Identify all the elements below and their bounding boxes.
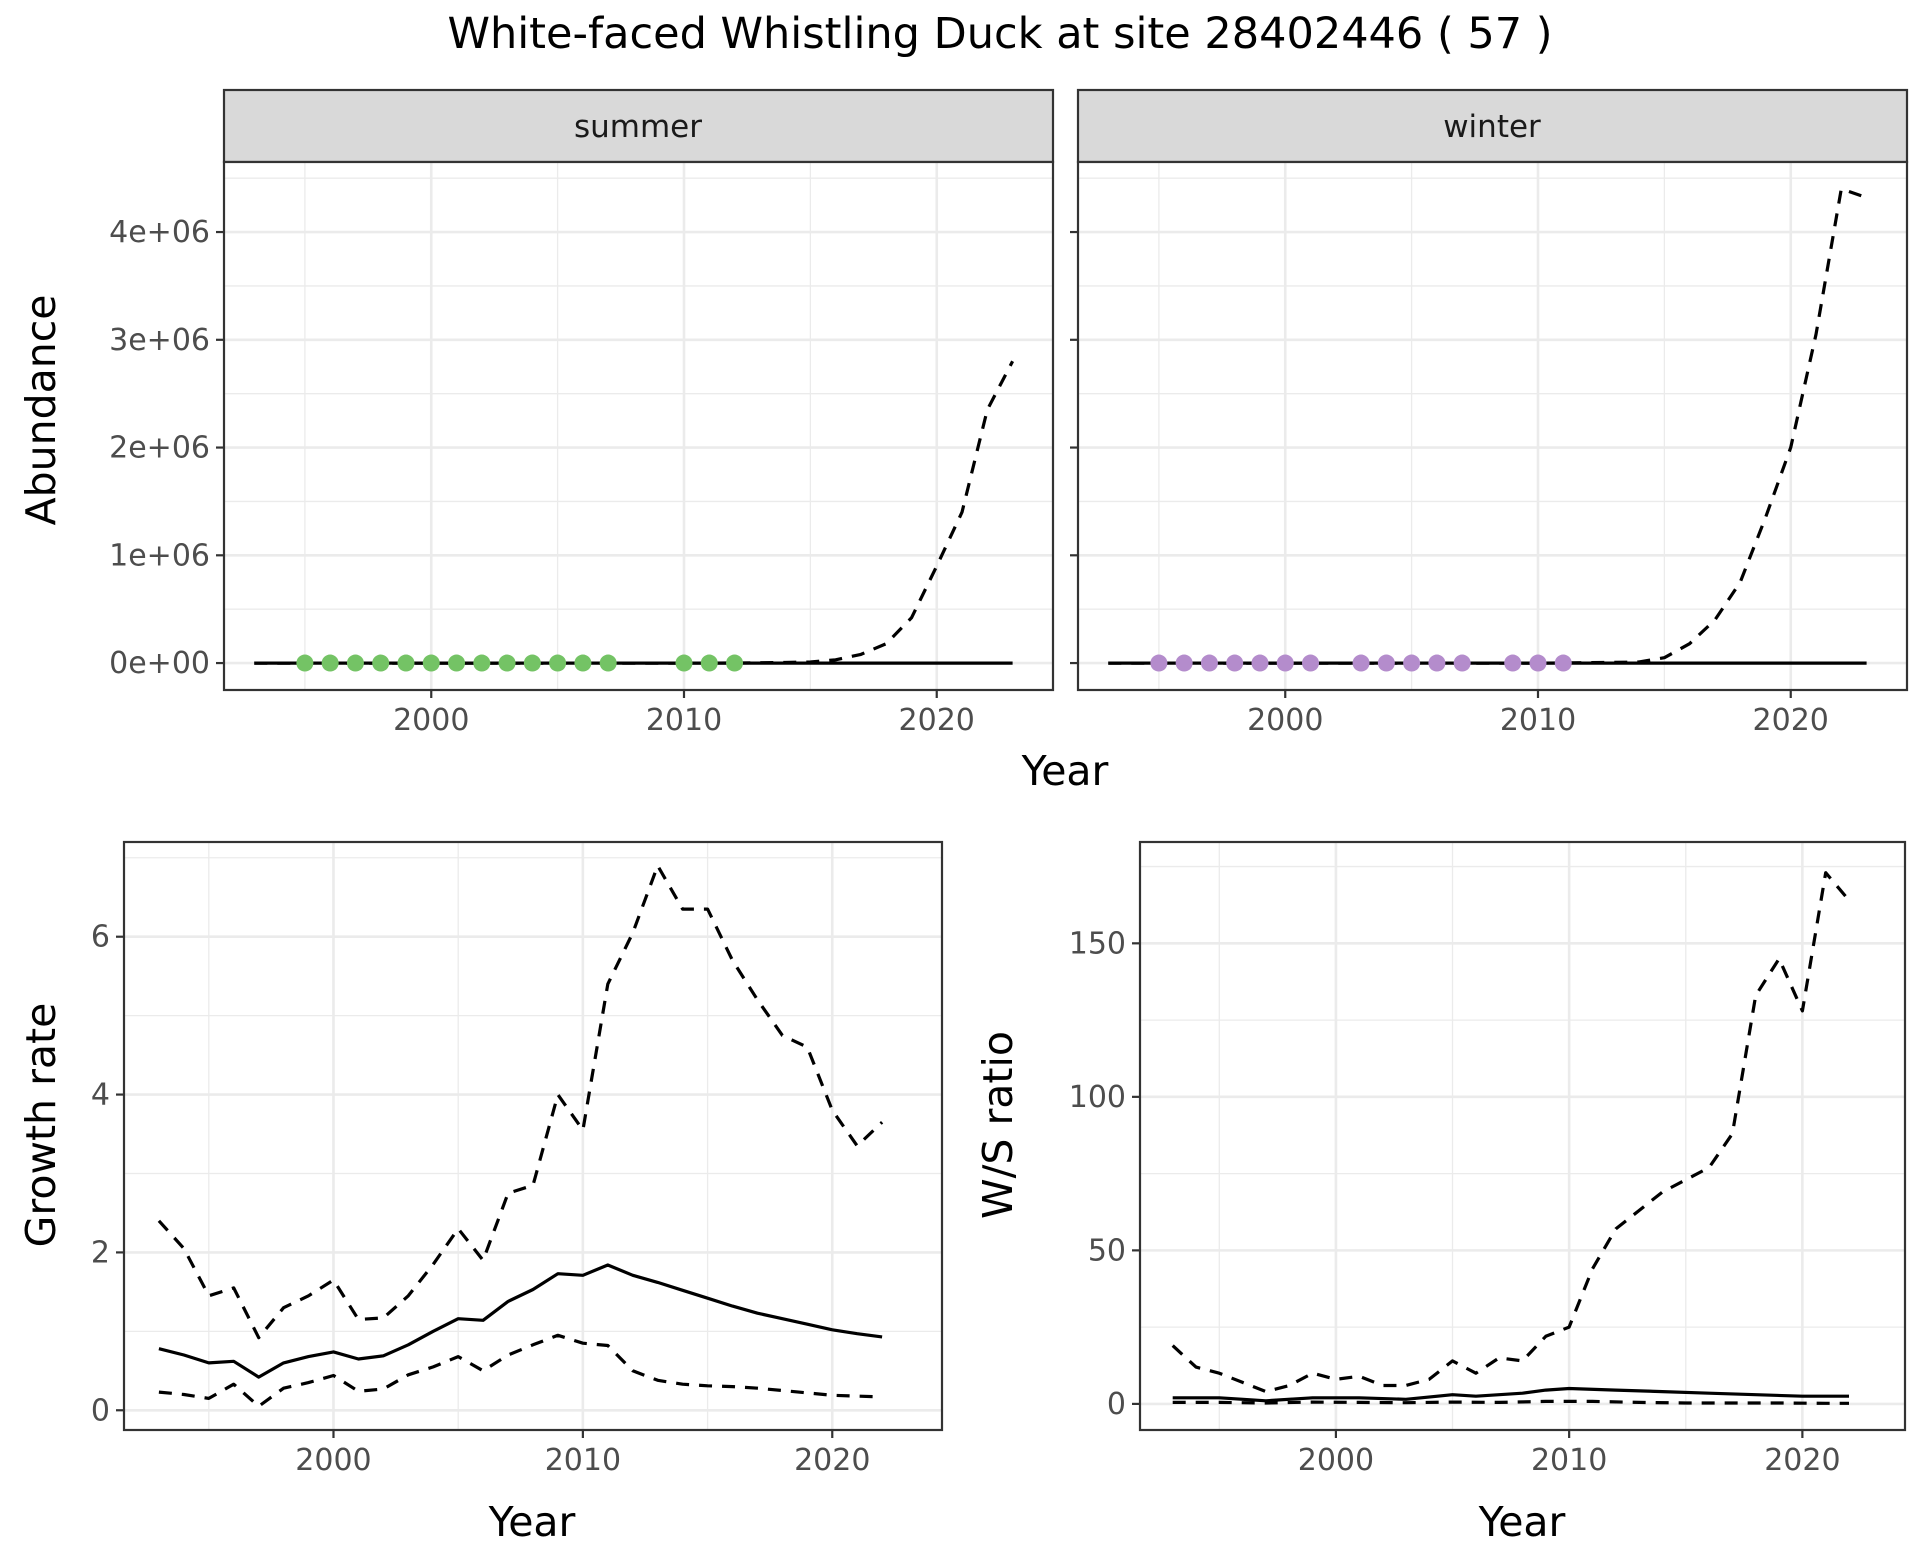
summer-panel-border [222, 160, 1055, 692]
winter-panel: winter 2000 2010 2020 [1070, 88, 1909, 738]
summer-observation-point [448, 654, 466, 672]
figure-title: White-faced Whistling Duck at site 28402… [447, 9, 1552, 59]
summer-strip [222, 88, 1055, 164]
winter-observation-point [1554, 654, 1572, 672]
top-y-axis-title: Abundance [17, 295, 65, 526]
summer-y-tick-label: 1e+06 [109, 538, 210, 573]
ratio-x-tick-label: 2000 [1298, 1443, 1374, 1478]
winter-observation-point [1302, 654, 1320, 672]
summer-strip-label: summer [574, 109, 702, 145]
growth-rate-panel: 2000 2010 2020 0 2 4 6 Year Growth rate [17, 840, 944, 1546]
growth-y-axis-title: Growth rate [17, 1003, 65, 1248]
winter-observation-point [1504, 654, 1522, 672]
summer-y-tick-label: 0e+00 [109, 646, 210, 681]
summer-y-tick-label: 4e+06 [109, 215, 210, 250]
winter-panel-border [1076, 160, 1909, 692]
growth-x-tick-label: 2010 [545, 1443, 621, 1478]
ratio-plot-area: 2000 2010 2020 0 50 100 150 [1069, 840, 1907, 1478]
growth-series-2-dashed-line [158, 1333, 883, 1408]
winter-observation-point [1453, 654, 1471, 672]
winter-observation-point [1377, 654, 1395, 672]
growth-y-tick-label: 2 [91, 1235, 110, 1270]
growth-series-0-solid-line [158, 1263, 883, 1379]
summer-observation-point [473, 654, 491, 672]
summer-x-tick-label: 2010 [646, 703, 722, 738]
growth-background [124, 842, 942, 1430]
winter-observation-point [1403, 654, 1421, 672]
summer-observation-point [422, 654, 440, 672]
growth-panel-border [122, 840, 944, 1432]
winter-strip [1076, 88, 1909, 164]
winter-observation-point [1175, 654, 1193, 672]
summer-observation-point [726, 654, 744, 672]
winter-observation-point [1226, 654, 1244, 672]
ratio-y-tick-label: 50 [1088, 1233, 1126, 1268]
winter-observation-point [1150, 654, 1168, 672]
growth-y-tick-label: 6 [91, 920, 110, 955]
winter-observation-point [1428, 654, 1446, 672]
summer-observation-point [574, 654, 592, 672]
ratio-series-2-dashed-line [1172, 1399, 1849, 1405]
growth-plot-area: 2000 2010 2020 0 2 4 6 [91, 840, 944, 1478]
summer-observation-point [372, 654, 390, 672]
summer-panel: summer 2000 2010 2020 0e+00 1e+06 2e+06 3e+06 4… [109, 88, 1055, 738]
summer-observation-point [523, 654, 541, 672]
winter-background [1078, 162, 1907, 690]
summer-observation-point [498, 654, 516, 672]
growth-x-axis-title: Year [488, 1498, 576, 1546]
ratio-y-tick-label: 100 [1069, 1080, 1126, 1115]
ratio-y-tick-label: 0 [1107, 1387, 1126, 1422]
ratio-panel-border [1138, 840, 1907, 1432]
summer-x-tick-label: 2000 [393, 703, 469, 738]
winter-observation-point [1352, 654, 1370, 672]
summer-observation-point [675, 654, 693, 672]
ratio-series-1-dashed-line [1171, 871, 1851, 1394]
winter-observation-point [1200, 654, 1218, 672]
top-x-axis-title: Year [1021, 747, 1109, 795]
summer-observation-point [397, 654, 415, 672]
summer-plot-area: 2000 2010 2020 0e+00 1e+06 2e+06 3e+06 4e+06 [109, 160, 1055, 738]
growth-series-1-dashed-line [157, 864, 884, 1340]
ratio-x-tick-label: 2020 [1764, 1443, 1840, 1478]
summer-observation-point [346, 654, 364, 672]
winter-plot-area: 2000 2010 2020 [1070, 160, 1909, 738]
winter-observation-point [1276, 654, 1294, 672]
winter-x-tick-label: 2010 [1500, 703, 1576, 738]
growth-x-tick-label: 2000 [295, 1443, 371, 1478]
ratio-y-axis-title: W/S ratio [974, 1031, 1022, 1219]
growth-y-tick-label: 0 [91, 1393, 110, 1428]
winter-x-tick-label: 2000 [1247, 703, 1323, 738]
ratio-series-0-solid-line [1172, 1386, 1849, 1403]
winter-observation-point [1529, 654, 1547, 672]
winter-observation-point [1251, 654, 1269, 672]
ratio-x-tick-label: 2010 [1531, 1443, 1607, 1478]
summer-y-tick-label: 2e+06 [109, 431, 210, 466]
summer-observation-point [599, 654, 617, 672]
ratio-background [1140, 842, 1905, 1430]
winter-x-tick-label: 2020 [1753, 703, 1829, 738]
summer-background [224, 162, 1053, 690]
ws-ratio-panel: 2000 2010 2020 0 50 100 150 Year W/S ratio [974, 840, 1907, 1546]
summer-observation-point [296, 654, 314, 672]
summer-observation-point [700, 654, 718, 672]
ratio-y-tick-label: 150 [1069, 926, 1126, 961]
winter-strip-label: winter [1443, 109, 1541, 145]
growth-x-tick-label: 2020 [794, 1443, 870, 1478]
summer-observation-point [549, 654, 567, 672]
growth-y-tick-label: 4 [91, 1078, 110, 1113]
summer-y-tick-label: 3e+06 [109, 323, 210, 358]
summer-observation-point [321, 654, 339, 672]
summer-x-tick-label: 2020 [899, 703, 975, 738]
ratio-x-axis-title: Year [1478, 1498, 1566, 1546]
